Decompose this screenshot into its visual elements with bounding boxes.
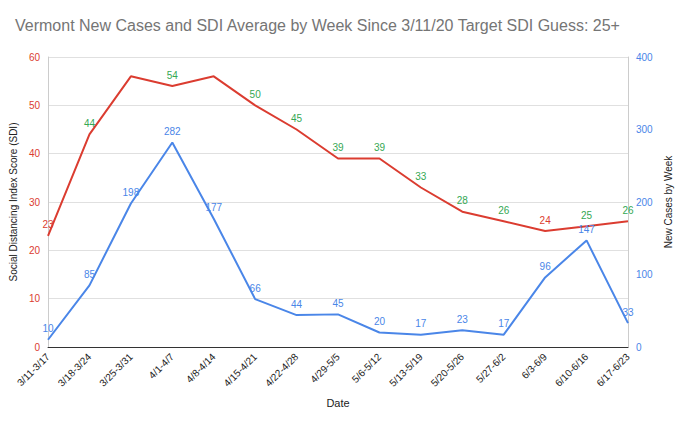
svg-text:Social Distancing Index Score: Social Distancing Index Score (SDI) xyxy=(8,123,19,282)
svg-text:85: 85 xyxy=(84,269,96,280)
svg-text:17: 17 xyxy=(498,318,510,329)
svg-text:50: 50 xyxy=(250,89,262,100)
svg-text:44: 44 xyxy=(84,118,96,129)
svg-text:28: 28 xyxy=(457,195,469,206)
svg-text:100: 100 xyxy=(636,269,653,280)
svg-text:39: 39 xyxy=(332,142,344,153)
svg-text:4/8-4/14: 4/8-4/14 xyxy=(184,351,218,385)
svg-text:3/11-3/17: 3/11-3/17 xyxy=(15,351,52,388)
svg-text:60: 60 xyxy=(29,52,41,63)
svg-text:6/10-6/16: 6/10-6/16 xyxy=(553,351,591,389)
svg-text:200: 200 xyxy=(636,197,653,208)
svg-text:23: 23 xyxy=(42,219,54,230)
svg-text:0: 0 xyxy=(34,342,40,353)
svg-text:50: 50 xyxy=(29,100,41,111)
svg-text:26: 26 xyxy=(498,205,510,216)
svg-text:4/15-4/21: 4/15-4/21 xyxy=(221,351,259,389)
svg-text:45: 45 xyxy=(291,113,303,124)
svg-text:30: 30 xyxy=(29,197,41,208)
svg-text:4/29-5/5: 4/29-5/5 xyxy=(308,351,342,385)
svg-text:20: 20 xyxy=(29,245,41,256)
svg-text:4/22-4/28: 4/22-4/28 xyxy=(263,351,301,389)
svg-text:40: 40 xyxy=(29,148,41,159)
svg-text:Date: Date xyxy=(326,397,349,409)
svg-text:33: 33 xyxy=(415,171,427,182)
svg-text:147: 147 xyxy=(578,224,595,235)
svg-text:400: 400 xyxy=(636,52,653,63)
svg-text:4/1-4/7: 4/1-4/7 xyxy=(146,351,176,381)
svg-text:25: 25 xyxy=(581,210,593,221)
svg-text:5/27-6/2: 5/27-6/2 xyxy=(474,351,508,385)
svg-text:44: 44 xyxy=(291,299,303,310)
svg-text:198: 198 xyxy=(123,187,140,198)
svg-text:3/25-3/31: 3/25-3/31 xyxy=(97,351,135,389)
svg-text:177: 177 xyxy=(205,202,222,213)
svg-text:New Cases by Week: New Cases by Week xyxy=(663,155,674,249)
svg-text:Vermont New Cases and SDI Aver: Vermont New Cases and SDI Average by Wee… xyxy=(15,17,620,34)
svg-text:26: 26 xyxy=(622,205,634,216)
svg-text:5/20-5/26: 5/20-5/26 xyxy=(429,351,467,389)
svg-text:6/17-6/23: 6/17-6/23 xyxy=(594,351,632,389)
svg-text:17: 17 xyxy=(415,318,427,329)
svg-text:24: 24 xyxy=(540,215,552,226)
svg-text:33: 33 xyxy=(622,307,634,318)
svg-text:5/6-5/12: 5/6-5/12 xyxy=(350,351,384,385)
svg-text:6/3-6/9: 6/3-6/9 xyxy=(519,351,549,381)
svg-text:66: 66 xyxy=(250,283,262,294)
svg-text:45: 45 xyxy=(332,298,344,309)
svg-text:54: 54 xyxy=(167,70,179,81)
svg-text:282: 282 xyxy=(164,126,181,137)
svg-text:96: 96 xyxy=(540,261,552,272)
svg-text:5/13-5/19: 5/13-5/19 xyxy=(387,351,425,389)
svg-text:20: 20 xyxy=(374,316,386,327)
svg-text:23: 23 xyxy=(457,314,469,325)
svg-text:3/18-3/24: 3/18-3/24 xyxy=(56,351,94,389)
svg-text:0: 0 xyxy=(636,342,642,353)
svg-text:300: 300 xyxy=(636,124,653,135)
svg-text:10: 10 xyxy=(29,293,41,304)
svg-text:39: 39 xyxy=(374,142,386,153)
svg-text:10: 10 xyxy=(42,323,54,334)
